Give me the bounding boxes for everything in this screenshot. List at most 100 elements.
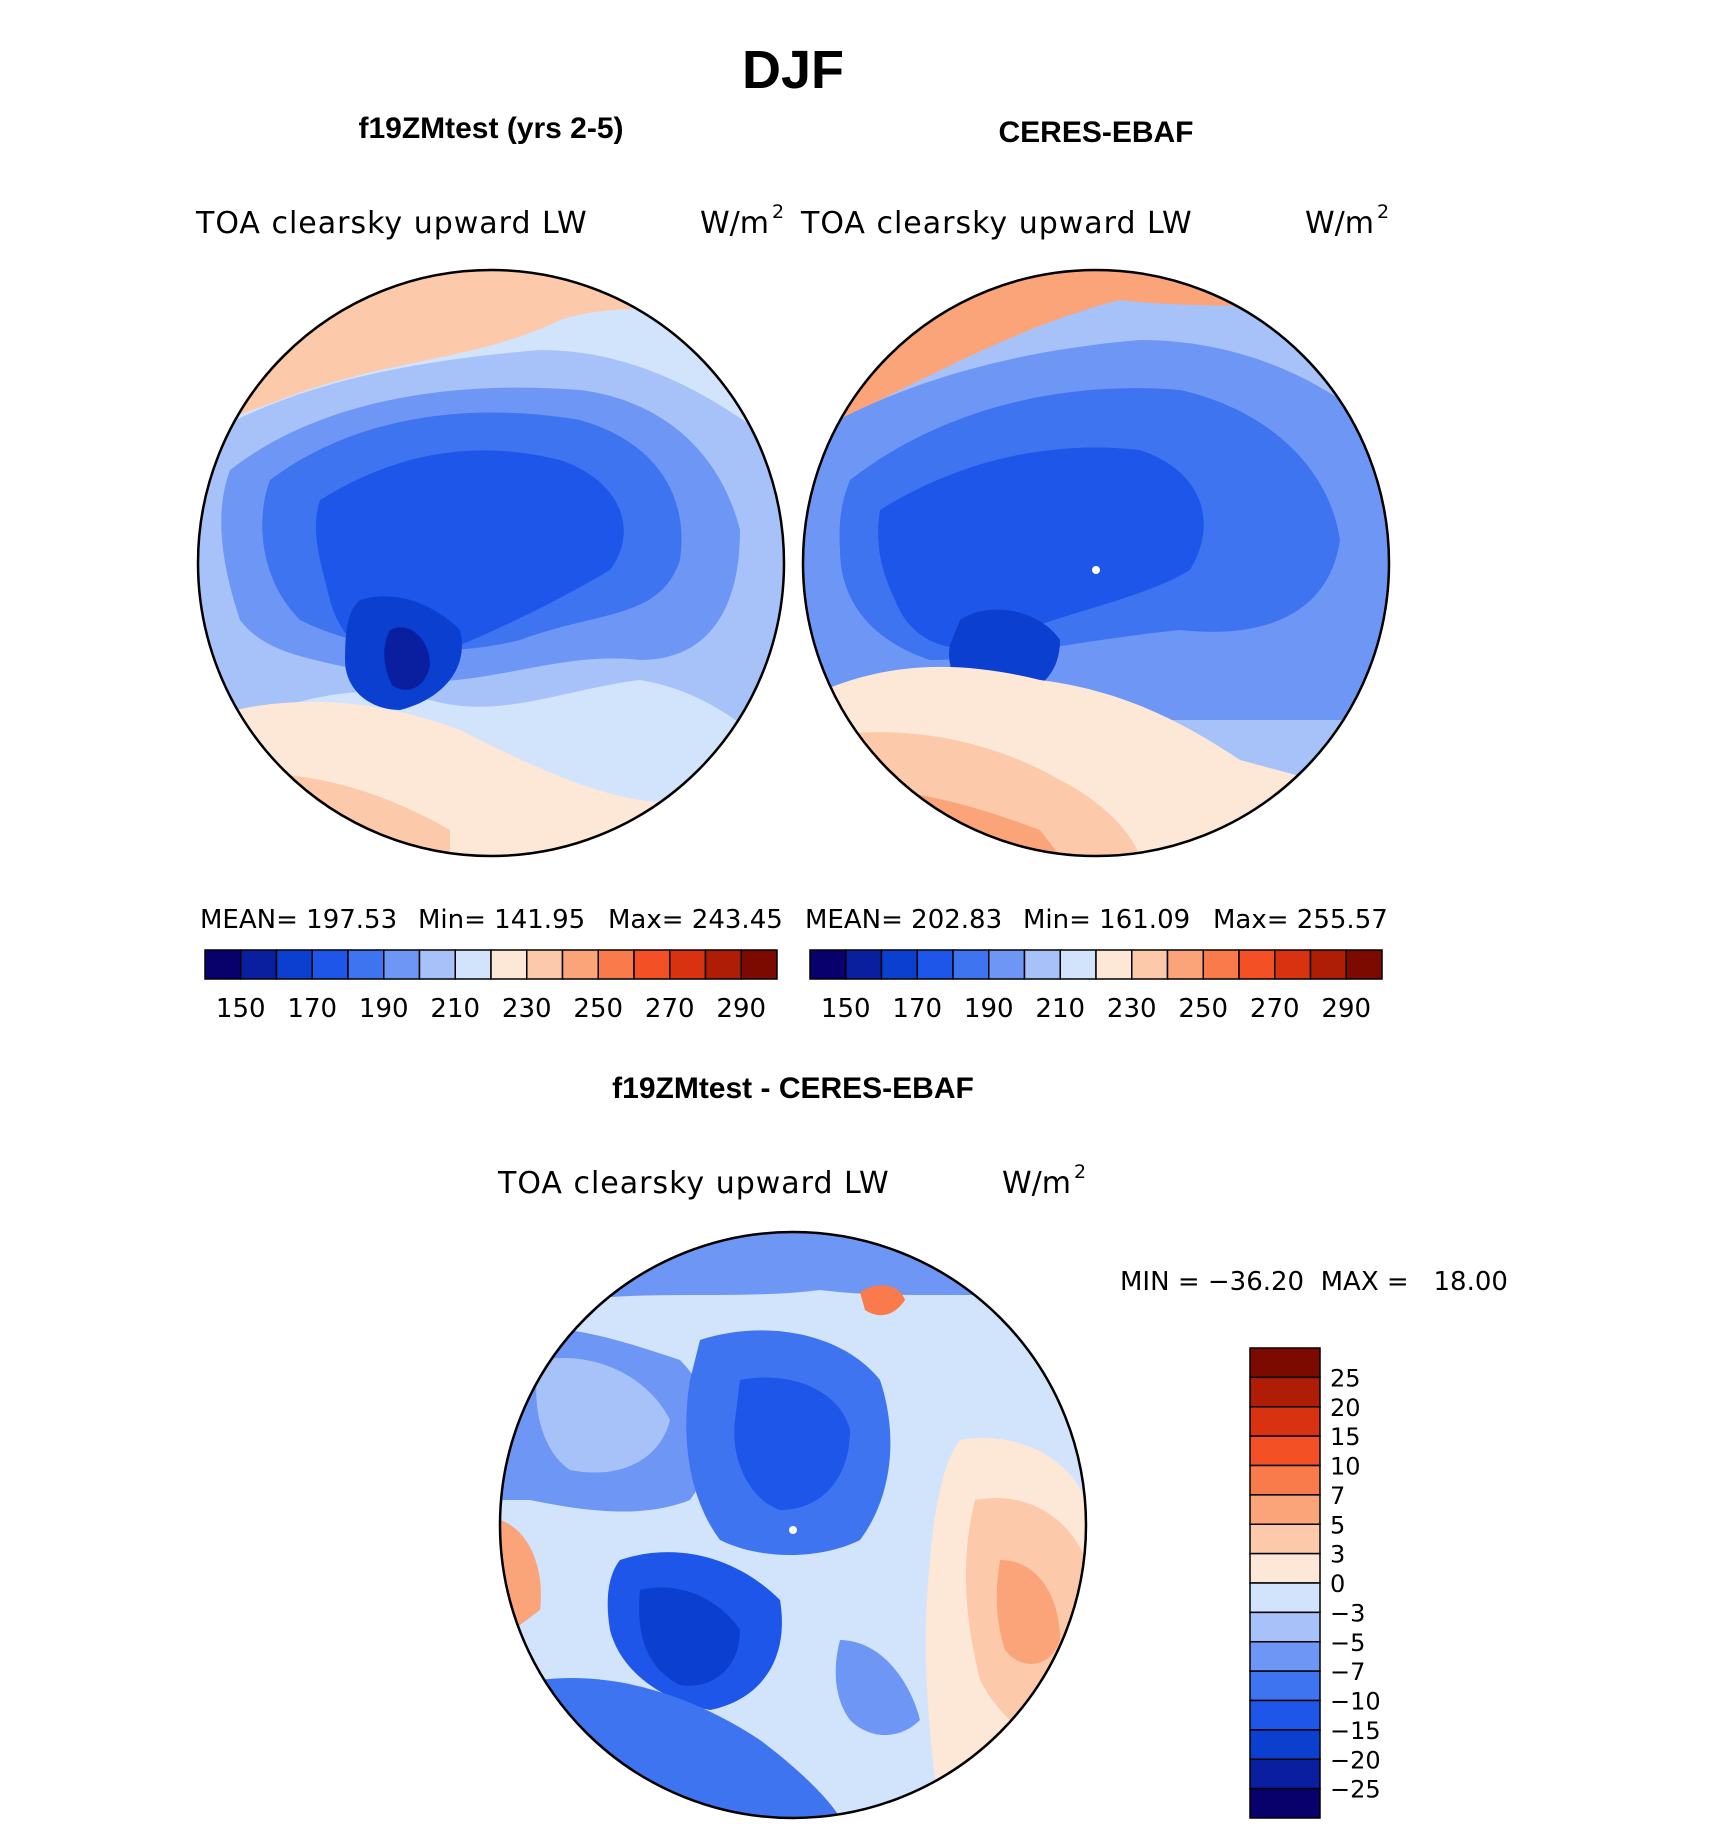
colorbar-obs-tick-label: 290	[1321, 994, 1371, 1024]
colorbar-model-tick-label: 270	[645, 994, 695, 1024]
colorbar-obs-tick-label: 190	[964, 994, 1014, 1024]
panel-model-units-exp: 2	[772, 201, 784, 223]
panel-model-units: W/m	[700, 206, 769, 241]
panel-diff-minmax: MIN = −36.20 MAX = 18.00	[1120, 1267, 1508, 1297]
colorbar-diff-tick-label: −20	[1330, 1746, 1381, 1774]
panel-obs-max: Max= 255.57	[1213, 905, 1388, 935]
colorbar-diff-tick-label: 7	[1330, 1482, 1345, 1510]
colorbar-model-tick-label: 150	[216, 994, 266, 1024]
polar-map-model	[198, 270, 784, 856]
colorbar-obs: 150 170 190 210 230 250 270 290	[809, 949, 1383, 1024]
panel-model-mean: MEAN= 197.53	[200, 905, 397, 935]
colorbar-obs-swatch	[988, 949, 1026, 980]
panel-diff-title: f19ZMtest - CERES-EBAF	[612, 1072, 974, 1105]
colorbar-diff-tick-label: 20	[1330, 1394, 1361, 1422]
colorbar-diff-tick-label: −7	[1330, 1658, 1365, 1686]
colorbar-diff-tick-label: 25	[1330, 1364, 1361, 1392]
colorbar-obs-tick-label: 150	[821, 994, 871, 1024]
colorbar-model-swatch	[740, 949, 778, 980]
colorbar-obs-tick-label: 270	[1250, 994, 1300, 1024]
colorbar-diff-swatch	[1249, 1699, 1321, 1731]
colorbar-obs-swatch	[1274, 949, 1312, 980]
colorbar-obs-swatch	[916, 949, 954, 980]
panel-obs-units: W/m	[1305, 206, 1374, 241]
panel-obs-units-exp: 2	[1377, 201, 1389, 223]
colorbar-obs-swatch	[1095, 949, 1133, 980]
colorbar-diff-swatch	[1249, 1376, 1321, 1408]
colorbar-model-swatch	[704, 949, 742, 980]
colorbar-obs-swatch	[880, 949, 918, 980]
panel-model-min: Min= 141.95	[418, 905, 585, 935]
colorbar-obs-tick-label: 210	[1035, 994, 1085, 1024]
colorbar-diff-swatch	[1249, 1758, 1321, 1790]
colorbar-model-swatch	[347, 949, 385, 980]
figure-title: DJF	[742, 40, 844, 100]
colorbar-diff-tick-label: 5	[1330, 1511, 1345, 1539]
colorbar-obs-swatch	[845, 949, 883, 980]
colorbar-model-swatch	[454, 949, 492, 980]
colorbar-diff-swatch	[1249, 1552, 1321, 1584]
colorbar-diff-swatch	[1249, 1464, 1321, 1496]
panel-diff-units-exp: 2	[1074, 1161, 1086, 1183]
colorbar-model-tick-label: 210	[430, 994, 480, 1024]
colorbar-model-swatch	[240, 949, 278, 980]
panel-obs-stats: MEAN= 202.83 Min= 161.09 Max= 255.57	[805, 905, 1388, 935]
colorbar-model-tick-label: 170	[287, 994, 337, 1024]
polar-map-diff	[500, 1232, 1086, 1818]
panel-diff-subtitle: TOA clearsky upward LW	[497, 1166, 890, 1201]
colorbar-model-tick-label: 190	[359, 994, 409, 1024]
colorbar-obs-swatch	[1023, 949, 1061, 980]
colorbar-diff-swatch	[1249, 1729, 1321, 1760]
panel-obs-subtitle: TOA clearsky upward LW	[800, 206, 1193, 241]
colorbar-model-swatch	[275, 949, 313, 980]
colorbar-diff-swatch	[1249, 1523, 1321, 1555]
colorbar-obs-tick-label: 230	[1107, 994, 1157, 1024]
colorbar-obs-swatch	[1309, 949, 1347, 980]
colorbar-obs-swatch	[1131, 949, 1169, 980]
colorbar-diff-tick-label: −3	[1330, 1599, 1365, 1627]
colorbar-obs-swatch	[1202, 949, 1240, 980]
colorbar-diff-tick-label: −10	[1330, 1688, 1381, 1716]
colorbar-model-swatch	[561, 949, 599, 980]
colorbar-diff-swatch	[1249, 1347, 1321, 1379]
panel-model-max: Max= 243.45	[608, 905, 783, 935]
panel-model: f19ZMtest (yrs 2-5) TOA clearsky upward …	[195, 112, 786, 1024]
colorbar-diff-swatch	[1249, 1670, 1321, 1702]
colorbar-model: 150 170 190 210 230 250 270 290	[204, 949, 778, 1024]
colorbar-model-swatch	[490, 949, 528, 980]
panel-diff-units: W/m	[1002, 1166, 1071, 1201]
colorbar-obs-swatch	[1166, 949, 1204, 980]
panel-model-stats: MEAN= 197.53 Min= 141.95 Max= 243.45	[200, 905, 783, 935]
panel-model-title: f19ZMtest (yrs 2-5)	[358, 112, 623, 145]
colorbar-obs-swatch	[809, 949, 847, 980]
colorbar-diff-tick-label: −15	[1330, 1717, 1381, 1745]
panel-diff: f19ZMtest - CERES-EBAF TOA clearsky upwa…	[497, 1072, 1508, 1820]
colorbar-diff-tick-label: 0	[1330, 1570, 1345, 1598]
colorbar-diff-tick-label: 3	[1330, 1541, 1345, 1569]
colorbar-diff-swatch	[1249, 1406, 1321, 1437]
colorbar-obs-swatch	[1059, 949, 1097, 980]
colorbar-model-tick-label: 250	[573, 994, 623, 1024]
colorbar-diff-tick-label: 10	[1330, 1453, 1361, 1481]
colorbar-model-tick-label: 230	[502, 994, 552, 1024]
colorbar-model-swatch	[597, 949, 635, 980]
panel-obs: CERES-EBAF TOA clearsky upward LW W/m 2 …	[800, 116, 1391, 1024]
panel-obs-title: CERES-EBAF	[998, 116, 1193, 149]
colorbar-obs-swatch	[1345, 949, 1383, 980]
colorbar-model-swatch	[311, 949, 349, 980]
panel-obs-min: Min= 161.09	[1023, 905, 1190, 935]
panel-model-subtitle: TOA clearsky upward LW	[195, 206, 588, 241]
polar-map-obs	[803, 270, 1389, 856]
colorbar-obs-swatch	[1238, 949, 1276, 980]
colorbar-diff-swatch	[1249, 1435, 1321, 1467]
colorbar-diff-swatch	[1249, 1787, 1321, 1819]
colorbar-diff-tick-label: 15	[1330, 1423, 1361, 1451]
colorbar-obs-swatch	[952, 949, 990, 980]
colorbar-diff-swatch	[1249, 1582, 1321, 1614]
colorbar-model-swatch	[669, 949, 707, 980]
colorbar-model-swatch	[204, 949, 242, 980]
colorbar-obs-tick-label: 250	[1178, 994, 1228, 1024]
colorbar-model-swatch	[383, 949, 421, 980]
